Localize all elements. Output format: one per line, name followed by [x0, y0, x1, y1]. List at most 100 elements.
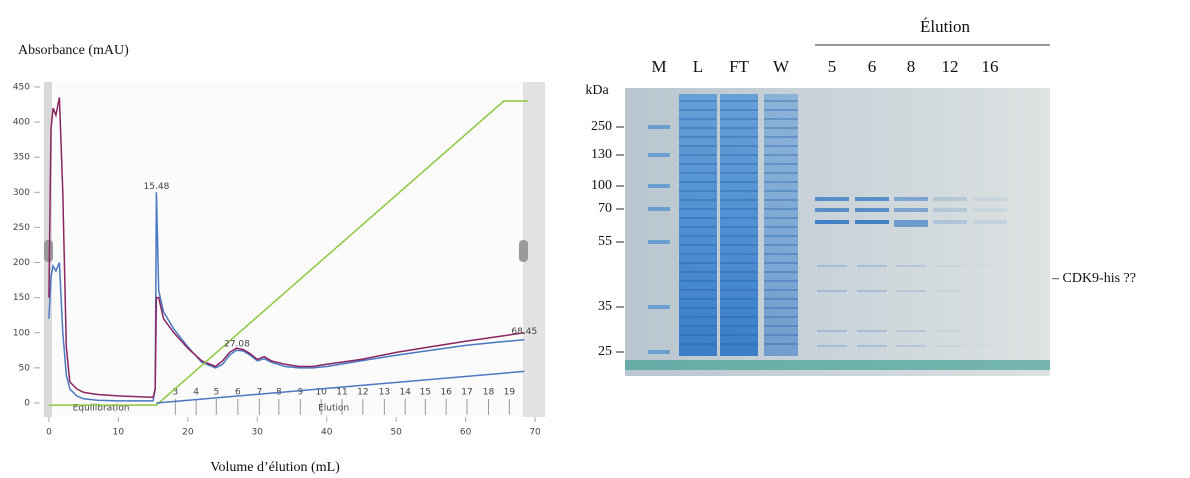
peak-label: 68.45: [511, 327, 537, 337]
fraction-label: 10: [315, 388, 327, 398]
lane-band: [764, 190, 798, 192]
y-axis-title: Absorbance (mAU): [18, 43, 129, 58]
elution-band: [815, 220, 849, 224]
lane-band: [720, 280, 758, 282]
lane-band: [679, 280, 717, 282]
lane-band: [720, 244, 758, 246]
y-tick-label: 200: [13, 258, 30, 268]
lane-band: [679, 190, 717, 192]
lane-band: [764, 199, 798, 201]
lane-band: [720, 334, 758, 336]
y-tick-label: 150: [13, 293, 30, 303]
elution-band: [973, 220, 1007, 224]
elution-band: [933, 208, 967, 212]
faint-band: [817, 330, 847, 332]
faint-band: [817, 345, 847, 347]
lane-band: [679, 235, 717, 237]
lane-band: [679, 217, 717, 219]
peak-label: 15.48: [144, 182, 170, 192]
y-tick-label: 0: [24, 398, 30, 408]
faint-band: [975, 330, 1005, 332]
marker-band: [648, 153, 670, 157]
faint-band: [975, 290, 1005, 292]
lane-band: [679, 181, 717, 183]
lane-band: [679, 262, 717, 264]
faint-band: [857, 330, 887, 332]
fraction-label: 16: [440, 388, 452, 398]
fraction-label: 6: [235, 388, 241, 398]
lane-band: [679, 334, 717, 336]
peak-label: 27.08: [224, 339, 250, 349]
lane-band: [679, 289, 717, 291]
lane-band: [679, 307, 717, 309]
fraction-label: 15: [420, 388, 431, 398]
lane-band: [720, 199, 758, 201]
lane-band: [764, 289, 798, 291]
faint-band: [896, 290, 926, 292]
elution-band: [933, 220, 967, 224]
x-tick-label: 10: [113, 428, 125, 438]
lane-band: [679, 199, 717, 201]
faint-band: [935, 330, 965, 332]
fraction-label: 17: [461, 388, 472, 398]
lane-smear: [720, 94, 758, 356]
elution-band: [894, 197, 928, 201]
x-tick-label: 70: [529, 428, 541, 438]
fraction-label: 19: [504, 388, 516, 398]
x-tick-label: 20: [182, 428, 194, 438]
lane-band: [679, 244, 717, 246]
lane-band: [720, 271, 758, 273]
lane-band: [720, 307, 758, 309]
dye-front: [625, 360, 1050, 370]
lane-band: [720, 217, 758, 219]
lane-label: 12: [942, 57, 959, 76]
lane-band: [764, 343, 798, 345]
x-tick-label: 50: [390, 428, 402, 438]
x-tick-label: 0: [46, 428, 52, 438]
plot: 0 50 100 150 200 250 300 350 400 450 0 10 20 30 40 50 60…: [13, 83, 541, 438]
y-tick-label: 100: [13, 328, 30, 338]
x-tick-label: 30: [252, 428, 264, 438]
lane-band: [764, 253, 798, 255]
lane-band: [679, 127, 717, 129]
lane-band: [764, 181, 798, 183]
lane-label: FT: [729, 57, 749, 76]
lane-label: L: [693, 57, 703, 76]
lane-band: [720, 253, 758, 255]
handle: [519, 240, 528, 262]
fraction-label: 13: [379, 388, 390, 398]
marker-band: [648, 305, 670, 309]
y-tick-label: 50: [19, 363, 31, 373]
lane-band: [764, 217, 798, 219]
lane-band: [764, 100, 798, 102]
lane-band: [720, 316, 758, 318]
lane-band: [679, 253, 717, 255]
fraction-label: 12: [357, 388, 368, 398]
y-tick-label: 350: [13, 153, 30, 163]
elution-label: Élution: [920, 17, 971, 36]
lane-band: [764, 271, 798, 273]
gel-labels: M L FT W 5 6 8 12 16 250 130 100 70 55 35 25: [591, 57, 999, 359]
series-line: [48, 100, 529, 406]
faint-band: [817, 265, 847, 267]
faint-band: [935, 265, 965, 267]
lane-band: [720, 190, 758, 192]
lane-band: [679, 154, 717, 156]
lane-band: [679, 316, 717, 318]
lane-band: [720, 298, 758, 300]
lane-band: [764, 316, 798, 318]
lane-band: [679, 208, 717, 210]
x-tick-label: 60: [460, 428, 472, 438]
lane-band: [679, 271, 717, 273]
elution-band: [894, 208, 928, 212]
faint-band: [817, 290, 847, 292]
lane-band: [764, 163, 798, 165]
plot-background: [42, 82, 542, 417]
marker-label: 100: [591, 178, 612, 193]
marker-label: 55: [598, 234, 612, 249]
lane-band: [679, 172, 717, 174]
elution-band: [855, 197, 889, 201]
elution-band: [933, 197, 967, 201]
lane-band: [720, 118, 758, 120]
